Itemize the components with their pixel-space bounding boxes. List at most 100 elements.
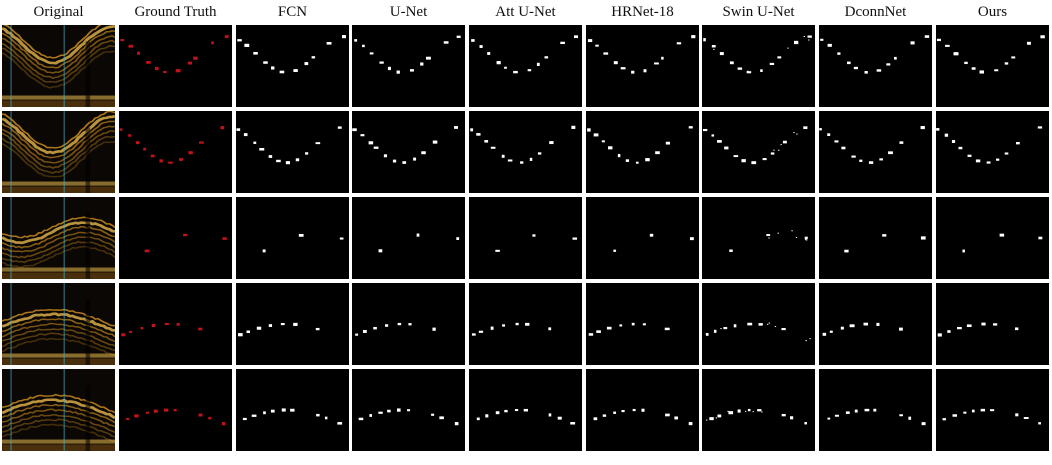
panel-row-2-col-7 [702, 111, 815, 193]
panel-image [2, 25, 115, 107]
panel-row-5-col-7 [702, 369, 815, 451]
panel-image [119, 283, 232, 365]
panel-row-5-col-5 [469, 369, 582, 451]
panel-image [2, 197, 115, 279]
panel-image [119, 25, 232, 107]
panel-row-1-col-1 [2, 25, 115, 107]
panel-row-4-col-7 [702, 283, 815, 365]
panel-row-5-col-3 [236, 369, 349, 451]
panel-row-4-col-8 [819, 283, 932, 365]
panel-row-5-col-8 [819, 369, 932, 451]
panel-image [586, 197, 699, 279]
panel-row-1-col-4 [352, 25, 465, 107]
panel-row-5-col-4 [352, 369, 465, 451]
column-header-1: Ground Truth [134, 4, 217, 20]
panel-image [352, 369, 465, 451]
panel-image [819, 25, 932, 107]
panel-row-4-col-1 [2, 283, 115, 365]
panel-image [236, 111, 349, 193]
panel-image [119, 369, 232, 451]
panel-image [352, 25, 465, 107]
panel-row-4-col-2 [119, 283, 232, 365]
panel-row-5-col-6 [586, 369, 699, 451]
panel-row-4-col-3 [236, 283, 349, 365]
panel-row-5-col-9 [936, 369, 1049, 451]
panel-row-3-col-6 [586, 197, 699, 279]
column-header-5: HRNet-18 [611, 4, 674, 20]
panel-row-2-col-6 [586, 111, 699, 193]
panel-row-4-col-9 [936, 283, 1049, 365]
panel-row-3-col-8 [819, 197, 932, 279]
panel-image [702, 283, 815, 365]
panel-image [352, 283, 465, 365]
column-header-6: Swin U-Net [722, 4, 795, 20]
panel-image [819, 111, 932, 193]
panel-image [236, 25, 349, 107]
column-header-8: Ours [977, 4, 1008, 20]
panel-row-1-col-7 [702, 25, 815, 107]
panel-row-3-col-3 [236, 197, 349, 279]
panel-row-2-col-5 [469, 111, 582, 193]
panel-image [702, 111, 815, 193]
panel-image [352, 111, 465, 193]
panel-image [702, 197, 815, 279]
panel-image [819, 197, 932, 279]
panel-image [936, 25, 1049, 107]
panel-row-3-col-9 [936, 197, 1049, 279]
panel-image [119, 111, 232, 193]
panel-row-3-col-2 [119, 197, 232, 279]
panel-row-3-col-4 [352, 197, 465, 279]
column-header-0: Original [33, 4, 84, 20]
panel-row-1-col-2 [119, 25, 232, 107]
panel-image [119, 197, 232, 279]
panel-image [469, 25, 582, 107]
panel-row-2-col-4 [352, 111, 465, 193]
panel-image [236, 283, 349, 365]
panel-row-4-col-5 [469, 283, 582, 365]
panel-image [936, 369, 1049, 451]
panel-image [2, 283, 115, 365]
panel-image [469, 369, 582, 451]
panel-image [2, 369, 115, 451]
panel-row-4-col-6 [586, 283, 699, 365]
panel-image [819, 283, 932, 365]
panel-row-2-col-9 [936, 111, 1049, 193]
panel-image [936, 197, 1049, 279]
panel-row-3-col-1 [2, 197, 115, 279]
panel-row-2-col-8 [819, 111, 932, 193]
panel-row-1-col-6 [586, 25, 699, 107]
panel-image [236, 197, 349, 279]
panel-row-3-col-7 [702, 197, 815, 279]
panel-image [469, 197, 582, 279]
panel-image [586, 111, 699, 193]
panel-row-3-col-5 [469, 197, 582, 279]
panel-image [702, 369, 815, 451]
panel-row-5-col-1 [2, 369, 115, 451]
panel-row-1-col-3 [236, 25, 349, 107]
panel-row-5-col-2 [119, 369, 232, 451]
column-header-3: U-Net [389, 4, 428, 20]
panel-image [469, 111, 582, 193]
panel-image [586, 25, 699, 107]
panel-row-2-col-1 [2, 111, 115, 193]
panel-row-2-col-3 [236, 111, 349, 193]
panel-row-2-col-2 [119, 111, 232, 193]
panel-image [586, 369, 699, 451]
panel-image [352, 197, 465, 279]
panel-row-4-col-4 [352, 283, 465, 365]
column-header-2: FCN [277, 4, 308, 20]
panel-row-1-col-8 [819, 25, 932, 107]
panel-row-1-col-5 [469, 25, 582, 107]
panel-image [2, 111, 115, 193]
panel-row-1-col-9 [936, 25, 1049, 107]
panel-image [469, 283, 582, 365]
panel-image [586, 283, 699, 365]
panel-image [702, 25, 815, 107]
column-header-4: Att U-Net [495, 4, 556, 20]
panel-image [819, 369, 932, 451]
column-header-7: DconnNet [844, 4, 907, 20]
panel-image [236, 369, 349, 451]
panel-image [936, 283, 1049, 365]
panel-image [936, 111, 1049, 193]
